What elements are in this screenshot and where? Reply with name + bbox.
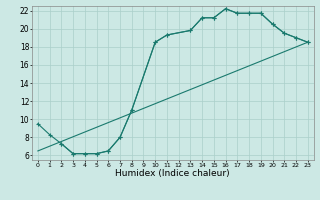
X-axis label: Humidex (Indice chaleur): Humidex (Indice chaleur) [116, 169, 230, 178]
